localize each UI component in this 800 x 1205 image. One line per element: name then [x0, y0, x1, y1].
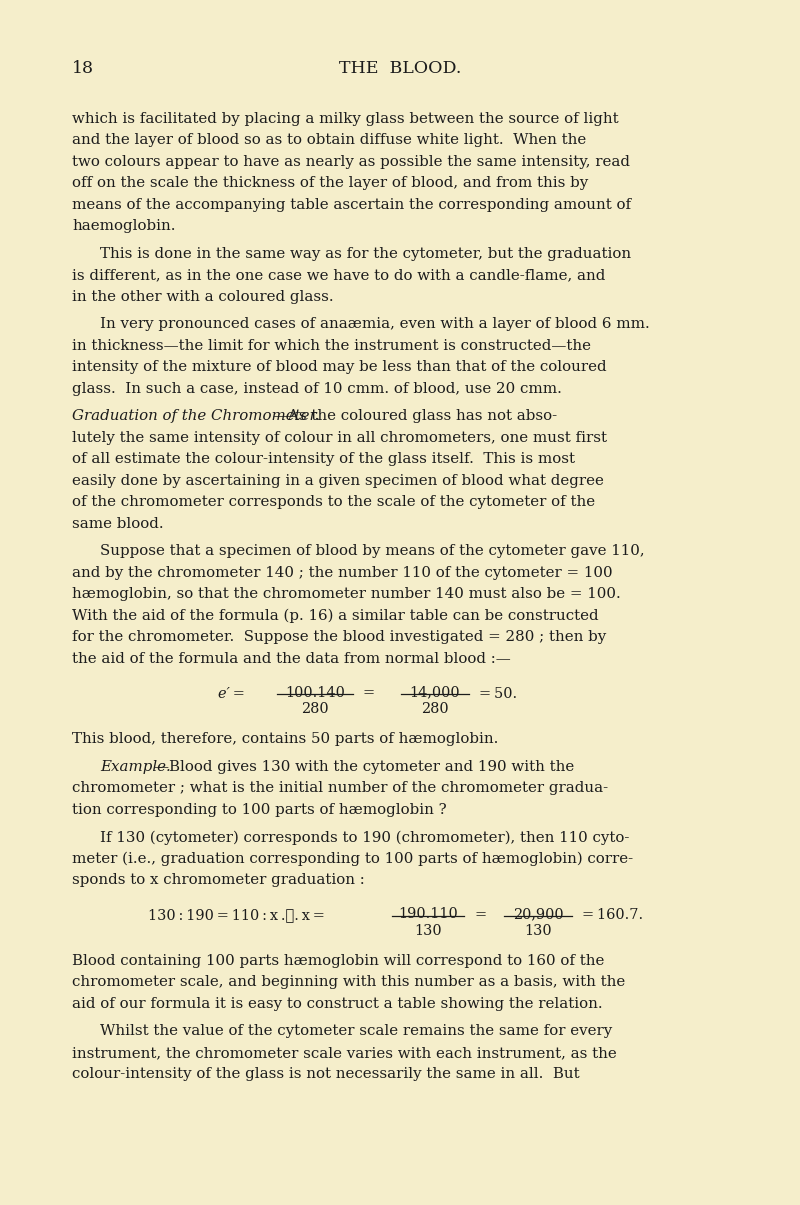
Text: 190.110: 190.110 [398, 907, 458, 921]
Text: =: = [363, 687, 375, 700]
Text: —Blood gives 130 with the cytometer and 190 with the: —Blood gives 130 with the cytometer and … [154, 759, 574, 774]
Text: THE  BLOOD.: THE BLOOD. [339, 60, 461, 77]
Text: This is done in the same way as for the cytometer, but the graduation: This is done in the same way as for the … [100, 247, 631, 260]
Text: haemoglobin.: haemoglobin. [72, 219, 175, 233]
Text: 18: 18 [72, 60, 94, 77]
Text: off on the scale the thickness of the layer of blood, and from this by: off on the scale the thickness of the la… [72, 176, 588, 190]
Text: If 130 (cytometer) corresponds to 190 (chromometer), then 110 cyto-: If 130 (cytometer) corresponds to 190 (c… [100, 830, 630, 845]
Text: of all estimate the colour-intensity of the glass itself.  This is most: of all estimate the colour-intensity of … [72, 452, 575, 466]
Text: in thickness—the limit for which the instrument is constructed—the: in thickness—the limit for which the ins… [72, 339, 591, 353]
Text: = 50.: = 50. [479, 687, 517, 700]
Text: in the other with a coloured glass.: in the other with a coloured glass. [72, 289, 334, 304]
Text: Suppose that a specimen of blood by means of the cytometer gave 110,: Suppose that a specimen of blood by mean… [100, 545, 645, 558]
Text: 280: 280 [301, 703, 329, 716]
Text: This blood, therefore, contains 50 parts of hæmoglobin.: This blood, therefore, contains 50 parts… [72, 733, 498, 746]
Text: the aid of the formula and the data from normal blood :—: the aid of the formula and the data from… [72, 652, 510, 665]
Text: e′ =: e′ = [218, 687, 248, 700]
Text: Blood containing 100 parts hæmoglobin will correspond to 160 of the: Blood containing 100 parts hæmoglobin wi… [72, 954, 604, 968]
Text: which is facilitated by placing a milky glass between the source of light: which is facilitated by placing a milky … [72, 112, 618, 125]
Text: 130: 130 [414, 924, 442, 937]
Text: 100.140: 100.140 [285, 686, 345, 700]
Text: 130 : 190 = 110 : x .∴. x =: 130 : 190 = 110 : x .∴. x = [148, 909, 328, 922]
Text: With the aid of the formula (p. 16) a similar table can be constructed: With the aid of the formula (p. 16) a si… [72, 609, 598, 623]
Text: means of the accompanying table ascertain the corresponding amount of: means of the accompanying table ascertai… [72, 198, 631, 212]
Text: for the chromometer.  Suppose the blood investigated = 280 ; then by: for the chromometer. Suppose the blood i… [72, 630, 606, 645]
Text: 20,900: 20,900 [513, 907, 563, 921]
Text: 130: 130 [524, 924, 552, 937]
Text: 280: 280 [421, 703, 449, 716]
Text: and the layer of blood so as to obtain diffuse white light.  When the: and the layer of blood so as to obtain d… [72, 133, 586, 147]
Text: of the chromometer corresponds to the scale of the cytometer of the: of the chromometer corresponds to the sc… [72, 495, 595, 509]
Text: In very pronounced cases of anaæmia, even with a layer of blood 6 mm.: In very pronounced cases of anaæmia, eve… [100, 317, 650, 331]
Text: sponds to x chromometer graduation :: sponds to x chromometer graduation : [72, 874, 365, 887]
Text: chromometer ; what is the initial number of the chromometer gradua-: chromometer ; what is the initial number… [72, 781, 608, 795]
Text: chromometer scale, and beginning with this number as a basis, with the: chromometer scale, and beginning with th… [72, 975, 626, 989]
Text: easily done by ascertaining in a given specimen of blood what degree: easily done by ascertaining in a given s… [72, 474, 604, 488]
Text: and by the chromometer 140 ; the number 110 of the cytometer = 100: and by the chromometer 140 ; the number … [72, 565, 613, 580]
Text: —As the coloured glass has not abso-: —As the coloured glass has not abso- [273, 410, 557, 423]
Text: meter (i.e., graduation corresponding to 100 parts of hæmoglobin) corre-: meter (i.e., graduation corresponding to… [72, 852, 633, 866]
Text: glass.  In such a case, instead of 10 cmm. of blood, use 20 cmm.: glass. In such a case, instead of 10 cmm… [72, 382, 562, 395]
Text: is different, as in the one case we have to do with a candle-flame, and: is different, as in the one case we have… [72, 268, 606, 282]
Text: = 160.7.: = 160.7. [582, 909, 643, 922]
Text: two colours appear to have as nearly as possible the same intensity, read: two colours appear to have as nearly as … [72, 154, 630, 169]
Text: 14,000: 14,000 [410, 686, 460, 700]
Text: =: = [474, 909, 486, 922]
Text: instrument, the chromometer scale varies with each instrument, as the: instrument, the chromometer scale varies… [72, 1046, 617, 1060]
Text: hæmoglobin, so that the chromometer number 140 must also be = 100.: hæmoglobin, so that the chromometer numb… [72, 587, 621, 601]
Text: Whilst the value of the cytometer scale remains the same for every: Whilst the value of the cytometer scale … [100, 1024, 612, 1039]
Text: lutely the same intensity of colour in all chromometers, one must first: lutely the same intensity of colour in a… [72, 430, 607, 445]
Text: same blood.: same blood. [72, 517, 164, 530]
Text: Graduation of the Chromometer.: Graduation of the Chromometer. [72, 410, 320, 423]
Text: intensity of the mixture of blood may be less than that of the coloured: intensity of the mixture of blood may be… [72, 360, 606, 374]
Text: aid of our formula it is easy to construct a table showing the relation.: aid of our formula it is easy to constru… [72, 997, 602, 1011]
Text: colour-intensity of the glass is not necessarily the same in all.  But: colour-intensity of the glass is not nec… [72, 1068, 580, 1081]
Text: tion corresponding to 100 parts of hæmoglobin ?: tion corresponding to 100 parts of hæmog… [72, 803, 446, 817]
Text: Example.: Example. [100, 759, 170, 774]
